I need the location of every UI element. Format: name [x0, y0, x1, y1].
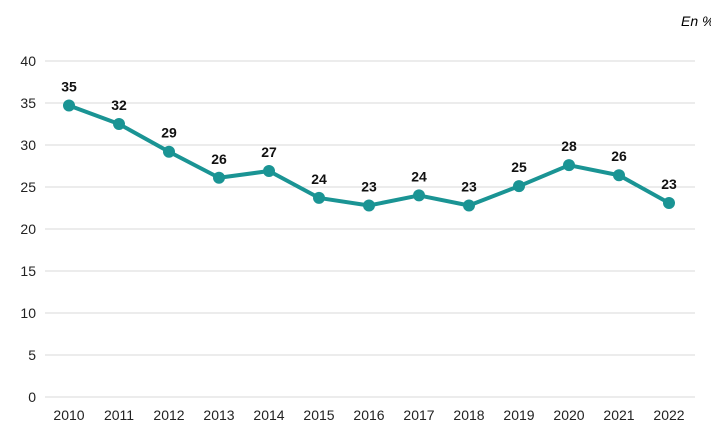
- x-tick-label: 2017: [403, 407, 434, 423]
- data-point: [113, 118, 125, 130]
- data-point: [513, 180, 525, 193]
- x-tick-label: 2022: [653, 407, 684, 423]
- y-tick-label: 5: [28, 347, 36, 363]
- y-axis-ticks: 0 5 10 15 20 25 30 35 40: [20, 53, 36, 405]
- y-tick-label: 40: [20, 53, 36, 69]
- data-label: 29: [161, 125, 177, 141]
- data-label: 26: [611, 148, 627, 164]
- data-label: 27: [261, 144, 277, 160]
- data-label: 28: [561, 138, 577, 154]
- data-point: [413, 189, 425, 202]
- data-label: 23: [361, 178, 377, 194]
- data-point: [563, 159, 575, 172]
- y-tick-label: 20: [20, 221, 36, 237]
- grid-lines: [45, 60, 695, 398]
- x-tick-label: 2010: [53, 407, 84, 423]
- y-tick-label: 0: [28, 389, 36, 405]
- data-label: 25: [511, 159, 527, 175]
- data-point: [163, 145, 175, 158]
- data-label: 24: [411, 168, 427, 184]
- data-point: [213, 171, 225, 184]
- y-tick-label: 25: [20, 179, 36, 195]
- y-tick-label: 35: [20, 95, 36, 111]
- y-tick-label: 30: [20, 137, 36, 153]
- data-label: 23: [461, 178, 477, 194]
- x-tick-label: 2021: [603, 407, 634, 423]
- data-labels: 35 32 29 26 27 24 23 24 23 25 28 26 23: [61, 79, 677, 195]
- data-point: [363, 199, 375, 212]
- data-label: 23: [661, 176, 677, 192]
- data-point: [663, 196, 675, 209]
- x-tick-label: 2018: [453, 407, 484, 423]
- y-tick-label: 15: [20, 263, 36, 279]
- unit-label: En %: [681, 13, 711, 29]
- data-point: [313, 191, 325, 204]
- x-tick-label: 2013: [203, 407, 234, 423]
- x-tick-label: 2016: [353, 407, 384, 423]
- data-label: 26: [211, 151, 227, 167]
- data-point: [613, 169, 625, 182]
- x-axis-ticks: 2010 2011 2012 2013 2014 2015 2016 2017 2018 2019…: [53, 407, 684, 423]
- data-label: 24: [311, 171, 327, 187]
- data-point: [463, 199, 475, 212]
- y-tick-label: 10: [20, 305, 36, 321]
- x-tick-label: 2019: [503, 407, 534, 423]
- data-point: [263, 165, 275, 178]
- data-label: 35: [61, 79, 77, 95]
- data-label: 32: [111, 97, 127, 113]
- x-tick-label: 2020: [553, 407, 584, 423]
- x-tick-label: 2012: [153, 407, 184, 423]
- x-tick-label: 2011: [104, 407, 134, 423]
- series-group: [63, 99, 675, 212]
- data-point: [63, 99, 75, 112]
- x-tick-label: 2015: [303, 407, 334, 423]
- x-tick-label: 2014: [253, 407, 284, 423]
